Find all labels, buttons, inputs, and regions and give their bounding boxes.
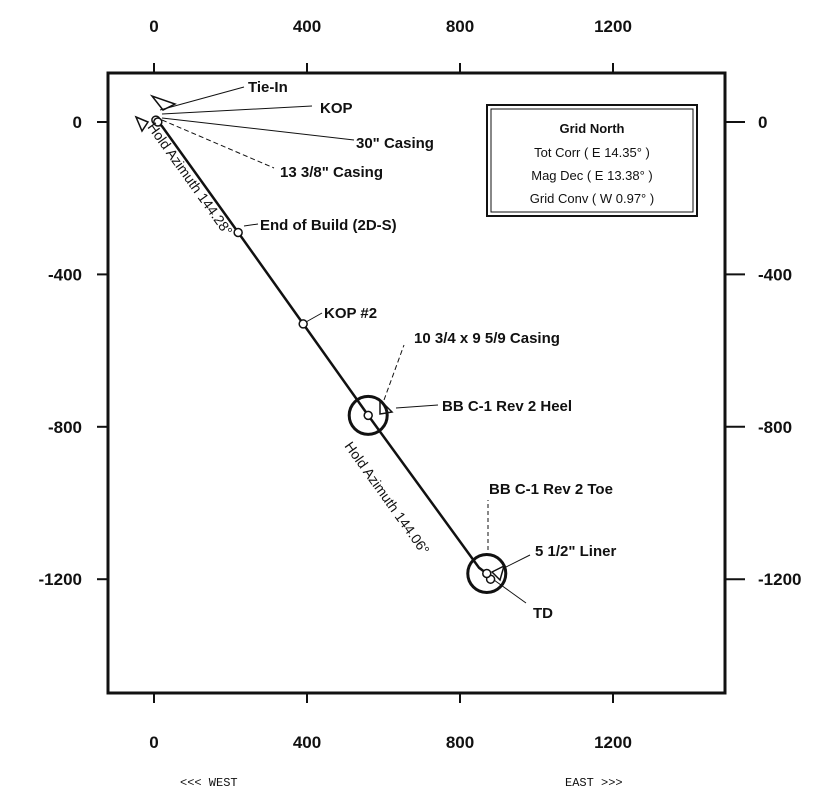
label-liner: 5 1/2" Liner [535, 543, 616, 560]
leader-lines [159, 86, 531, 604]
x-tick-label-top: 400 [293, 17, 321, 36]
x-tick-label-bottom: 0 [149, 733, 158, 752]
y-tick-label-left: 0 [73, 113, 82, 132]
liner-symbol [490, 564, 506, 582]
label-tie-in: Tie-In [248, 79, 288, 96]
plot-frame [106, 71, 727, 695]
x-tick-label-top: 800 [446, 17, 474, 36]
east-label: EAST >>> [565, 776, 623, 790]
info-box-line-2: Mag Dec ( E 13.38° ) [531, 168, 653, 183]
y-tick-label-right: -800 [758, 418, 792, 437]
label-kop: KOP [320, 100, 353, 117]
casing-30-symbol [149, 94, 177, 111]
grid-north-info-box: Grid North Tot Corr ( E 14.35° ) Mag Dec… [486, 104, 698, 217]
label-end-of-build: End of Build (2D-S) [260, 217, 397, 234]
west-label: <<< WEST [180, 776, 238, 790]
y-tick-label-right: -1200 [758, 570, 801, 589]
well-point-marker [153, 117, 163, 127]
info-box-title: Grid North [560, 121, 625, 136]
label-hold-azimuth-1: Hold Azimuth 144.28° [145, 119, 236, 238]
y-tick-label-left: -800 [48, 418, 82, 437]
target-circle [347, 394, 389, 436]
target-center-marker [363, 410, 373, 421]
label-10-casing: 10 3/4 x 9 5/9 Casing [414, 330, 560, 347]
label-30-casing: 30" Casing [356, 135, 434, 152]
x-tick-label-bottom: 1200 [594, 733, 632, 752]
label-heel-target: BB C-1 Rev 2 Heel [442, 398, 572, 415]
label-hold-azimuth-2: Hold Azimuth 144.06° [342, 438, 433, 557]
info-box-line-3: Grid Conv ( W 0.97° ) [530, 191, 654, 206]
x-tick-label-top: 0 [149, 17, 158, 36]
label-toe-target: BB C-1 Rev 2 Toe [489, 481, 613, 498]
label-td: TD [533, 605, 553, 622]
target-center-marker [482, 568, 492, 579]
casing-10-symbol [379, 398, 394, 415]
label-kop-2: KOP #2 [324, 305, 377, 322]
info-box-line-1: Tot Corr ( E 14.35° ) [534, 145, 650, 160]
x-tick-label-bottom: 800 [446, 733, 474, 752]
x-tick-label-top: 1200 [594, 17, 632, 36]
y-tick-label-left: -1200 [39, 570, 82, 589]
label-13-casing: 13 3/8" Casing [280, 164, 383, 181]
y-tick-label-right: 0 [758, 113, 767, 132]
x-tick-label-bottom: 400 [293, 733, 321, 752]
well-point-marker [233, 227, 243, 238]
casing-13-symbol [134, 115, 150, 133]
y-tick-label-right: -400 [758, 265, 792, 284]
y-tick-label-left: -400 [48, 265, 82, 284]
target-circle [466, 552, 508, 594]
well-point-marker [298, 319, 308, 329]
